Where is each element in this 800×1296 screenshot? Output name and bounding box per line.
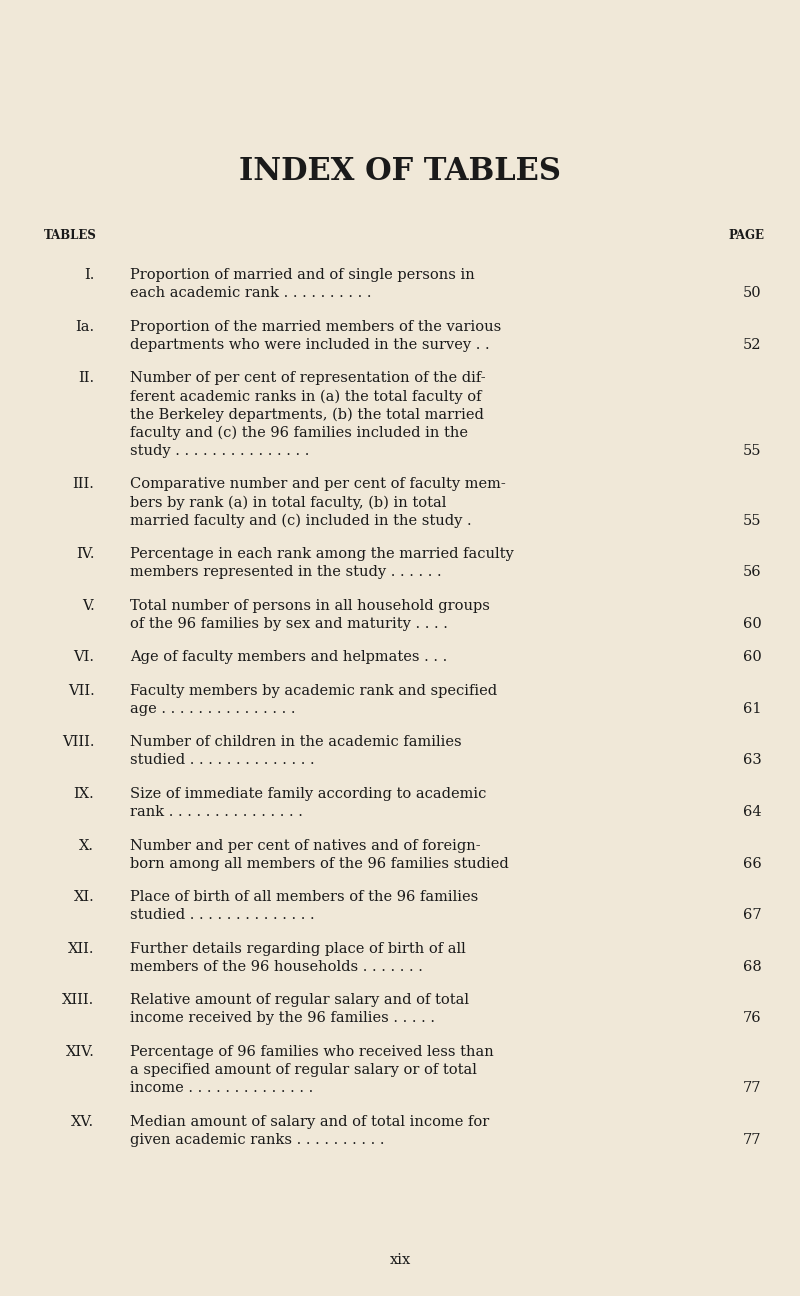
- Text: 52: 52: [743, 338, 762, 353]
- Text: 60: 60: [743, 617, 762, 631]
- Text: bers by rank (a) in total faculty, (b) in total: bers by rank (a) in total faculty, (b) i…: [130, 495, 446, 511]
- Text: 67: 67: [743, 908, 762, 923]
- Text: members represented in the study . . . . . .: members represented in the study . . . .…: [130, 565, 442, 579]
- Text: income received by the 96 families . . . . .: income received by the 96 families . . .…: [130, 1011, 434, 1025]
- Text: 77: 77: [743, 1081, 762, 1095]
- Text: XIII.: XIII.: [62, 993, 94, 1007]
- Text: studied . . . . . . . . . . . . . .: studied . . . . . . . . . . . . . .: [130, 753, 314, 767]
- Text: xix: xix: [390, 1253, 410, 1266]
- Text: 68: 68: [743, 960, 762, 973]
- Text: 60: 60: [743, 651, 762, 665]
- Text: 56: 56: [743, 565, 762, 579]
- Text: 63: 63: [743, 753, 762, 767]
- Text: 61: 61: [743, 702, 762, 715]
- Text: departments who were included in the survey . .: departments who were included in the sur…: [130, 338, 490, 353]
- Text: XII.: XII.: [68, 942, 94, 955]
- Text: IX.: IX.: [74, 787, 94, 801]
- Text: of the 96 families by sex and maturity . . . .: of the 96 families by sex and maturity .…: [130, 617, 447, 631]
- Text: 55: 55: [743, 445, 762, 457]
- Text: ferent academic ranks in (a) the total faculty of: ferent academic ranks in (a) the total f…: [130, 390, 481, 404]
- Text: 77: 77: [743, 1133, 762, 1147]
- Text: faculty and (c) the 96 families included in the: faculty and (c) the 96 families included…: [130, 426, 467, 441]
- Text: a specified amount of regular salary or of total: a specified amount of regular salary or …: [130, 1063, 477, 1077]
- Text: Number of per cent of representation of the dif-: Number of per cent of representation of …: [130, 372, 486, 385]
- Text: PAGE: PAGE: [728, 229, 764, 242]
- Text: 76: 76: [743, 1011, 762, 1025]
- Text: study . . . . . . . . . . . . . . .: study . . . . . . . . . . . . . . .: [130, 445, 309, 457]
- Text: XV.: XV.: [71, 1115, 94, 1129]
- Text: Median amount of salary and of total income for: Median amount of salary and of total inc…: [130, 1115, 489, 1129]
- Text: Proportion of married and of single persons in: Proportion of married and of single pers…: [130, 268, 474, 283]
- Text: II.: II.: [78, 372, 94, 385]
- Text: Further details regarding place of birth of all: Further details regarding place of birth…: [130, 942, 466, 955]
- Text: I.: I.: [84, 268, 94, 283]
- Text: V.: V.: [82, 599, 94, 613]
- Text: 50: 50: [743, 286, 762, 301]
- Text: studied . . . . . . . . . . . . . .: studied . . . . . . . . . . . . . .: [130, 908, 314, 923]
- Text: VII.: VII.: [68, 684, 94, 697]
- Text: Ia.: Ia.: [75, 320, 94, 334]
- Text: 64: 64: [743, 805, 762, 819]
- Text: VIII.: VIII.: [62, 735, 94, 749]
- Text: each academic rank . . . . . . . . . .: each academic rank . . . . . . . . . .: [130, 286, 371, 301]
- Text: Place of birth of all members of the 96 families: Place of birth of all members of the 96 …: [130, 890, 478, 905]
- Text: Comparative number and per cent of faculty mem-: Comparative number and per cent of facul…: [130, 477, 506, 491]
- Text: IV.: IV.: [76, 547, 94, 561]
- Text: Faculty members by academic rank and specified: Faculty members by academic rank and spe…: [130, 684, 497, 697]
- Text: given academic ranks . . . . . . . . . .: given academic ranks . . . . . . . . . .: [130, 1133, 384, 1147]
- Text: XI.: XI.: [74, 890, 94, 905]
- Text: 55: 55: [743, 513, 762, 527]
- Text: Total number of persons in all household groups: Total number of persons in all household…: [130, 599, 490, 613]
- Text: VI.: VI.: [74, 651, 94, 665]
- Text: Age of faculty members and helpmates . . .: Age of faculty members and helpmates . .…: [130, 651, 447, 665]
- Text: Size of immediate family according to academic: Size of immediate family according to ac…: [130, 787, 486, 801]
- Text: born among all members of the 96 families studied: born among all members of the 96 familie…: [130, 857, 508, 871]
- Text: income . . . . . . . . . . . . . .: income . . . . . . . . . . . . . .: [130, 1081, 313, 1095]
- Text: Percentage in each rank among the married faculty: Percentage in each rank among the marrie…: [130, 547, 514, 561]
- Text: the Berkeley departments, (b) the total married: the Berkeley departments, (b) the total …: [130, 408, 483, 422]
- Text: Proportion of the married members of the various: Proportion of the married members of the…: [130, 320, 501, 334]
- Text: III.: III.: [73, 477, 94, 491]
- Text: Number of children in the academic families: Number of children in the academic famil…: [130, 735, 462, 749]
- Text: X.: X.: [79, 839, 94, 853]
- Text: Percentage of 96 families who received less than: Percentage of 96 families who received l…: [130, 1045, 494, 1059]
- Text: rank . . . . . . . . . . . . . . .: rank . . . . . . . . . . . . . . .: [130, 805, 302, 819]
- Text: married faculty and (c) included in the study .: married faculty and (c) included in the …: [130, 513, 471, 529]
- Text: Number and per cent of natives and of foreign-: Number and per cent of natives and of fo…: [130, 839, 480, 853]
- Text: Relative amount of regular salary and of total: Relative amount of regular salary and of…: [130, 993, 469, 1007]
- Text: INDEX OF TABLES: INDEX OF TABLES: [239, 156, 561, 187]
- Text: XIV.: XIV.: [66, 1045, 94, 1059]
- Text: members of the 96 households . . . . . . .: members of the 96 households . . . . . .…: [130, 960, 422, 973]
- Text: 66: 66: [743, 857, 762, 871]
- Text: TABLES: TABLES: [44, 229, 97, 242]
- Text: age . . . . . . . . . . . . . . .: age . . . . . . . . . . . . . . .: [130, 702, 295, 715]
